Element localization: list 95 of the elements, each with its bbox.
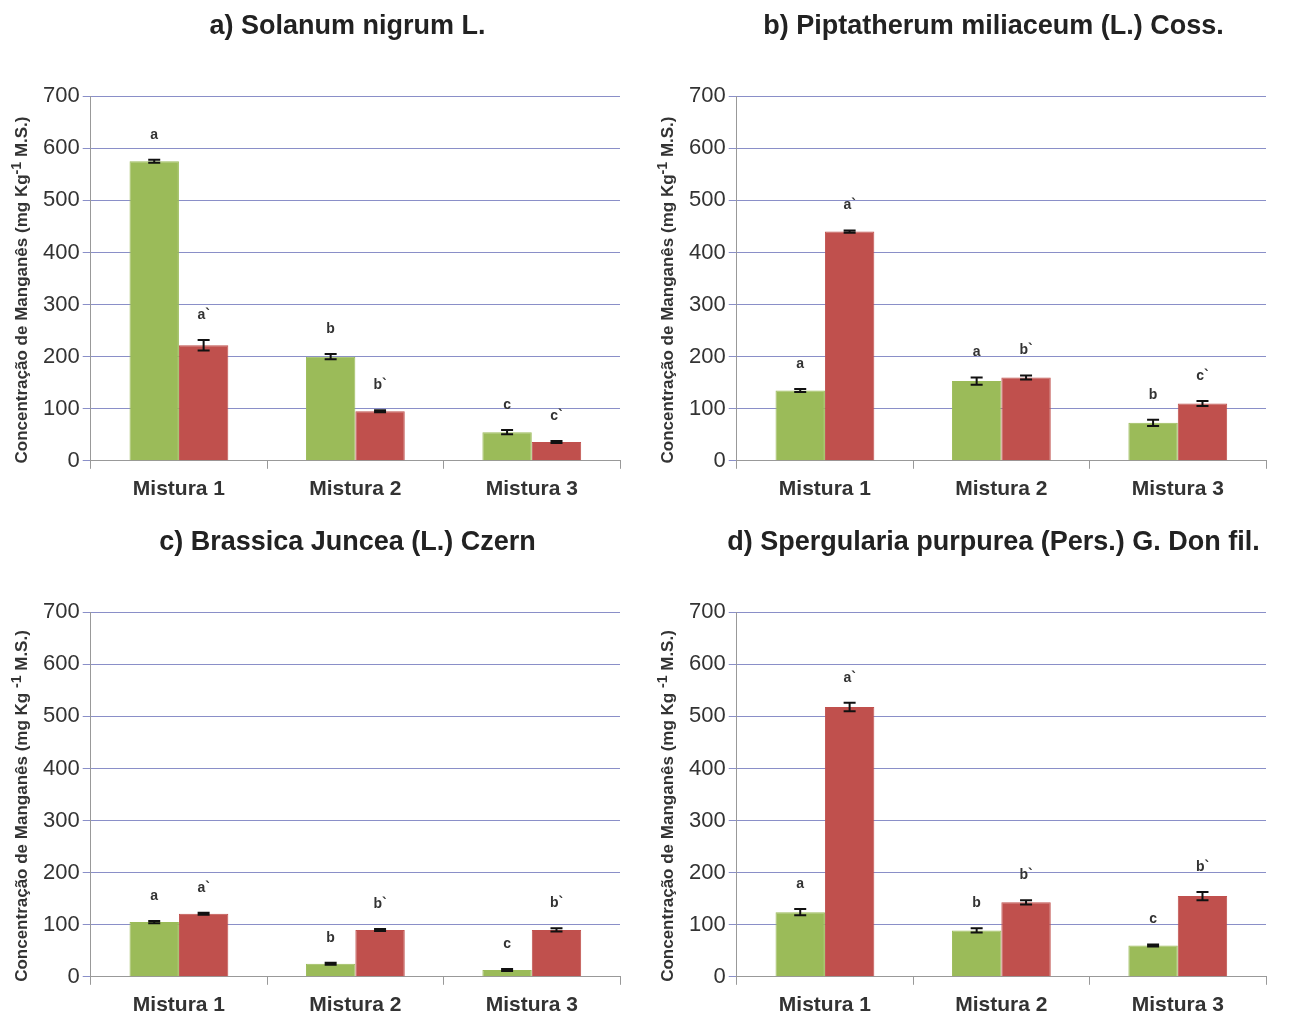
y-tick-label: 100 xyxy=(42,910,80,936)
y-tick-label: 100 xyxy=(688,910,726,936)
bar xyxy=(824,707,875,977)
data-label: b` xyxy=(373,894,387,911)
bar xyxy=(1177,403,1228,461)
y-tick-label: 700 xyxy=(42,598,80,624)
bar xyxy=(129,161,179,461)
data-label: a xyxy=(150,886,159,903)
y-tick-label: 400 xyxy=(42,754,80,780)
data-label: c xyxy=(503,934,512,951)
data-label: c xyxy=(503,395,512,412)
bar xyxy=(178,345,229,461)
y-tick-label: 400 xyxy=(688,754,726,780)
data-label: a` xyxy=(197,878,210,895)
bar xyxy=(305,963,356,977)
y-tick-label: 600 xyxy=(42,650,80,676)
y-tick-label: 0 xyxy=(67,446,80,472)
y-tick-label: 300 xyxy=(42,290,80,316)
bar xyxy=(482,970,532,977)
chart-title: d) Spergularia purpurea (Pers.) G. Don fil. xyxy=(726,525,1261,558)
data-label: b` xyxy=(1019,341,1033,358)
bar xyxy=(129,922,179,977)
bar xyxy=(775,390,825,461)
y-tick-label: 100 xyxy=(42,394,80,420)
y-tick-label: 500 xyxy=(42,702,80,728)
data-label: c xyxy=(1149,910,1158,927)
data-label: b` xyxy=(373,376,387,393)
y-tick-label: 0 xyxy=(713,446,726,472)
data-label: c` xyxy=(550,406,563,423)
bar xyxy=(531,929,582,977)
y-tick-label: 100 xyxy=(688,394,726,420)
y-tick-label: 700 xyxy=(688,82,726,108)
bar xyxy=(824,231,875,461)
data-label: b` xyxy=(1195,857,1210,874)
bar xyxy=(951,381,1002,461)
x-tick-label: Mistura 3 xyxy=(1131,476,1224,500)
data-label: b xyxy=(1148,385,1158,402)
x-tick-label: Mistura 2 xyxy=(955,992,1048,1016)
chart-title: a) Solanum nigrum L. xyxy=(208,9,487,42)
x-tick-label: Mistura 2 xyxy=(955,476,1048,500)
data-label: a xyxy=(972,343,981,360)
y-tick-label: 200 xyxy=(42,858,80,884)
bar xyxy=(482,432,532,461)
bar xyxy=(355,411,405,461)
bar xyxy=(1001,902,1051,977)
data-label: b` xyxy=(549,894,564,911)
y-tick-label: 600 xyxy=(688,134,726,160)
bar xyxy=(1128,422,1178,461)
y-tick-label: 600 xyxy=(688,650,726,676)
y-tick-label: 400 xyxy=(42,238,80,264)
bar xyxy=(1001,377,1051,461)
data-label: a` xyxy=(197,305,210,322)
y-tick-label: 600 xyxy=(42,134,80,160)
y-tick-label: 500 xyxy=(688,186,726,212)
chart-title: c) Brassica Juncea (L.) Czern xyxy=(158,525,537,558)
data-label: a` xyxy=(843,668,856,685)
chart-title: b) Piptatherum miliaceum (L.) Coss. xyxy=(762,9,1225,42)
y-tick-label: 0 xyxy=(67,962,80,988)
bar xyxy=(951,930,1002,977)
x-tick-label: Mistura 2 xyxy=(309,992,402,1016)
data-label: b xyxy=(326,319,335,336)
y-tick-label: 200 xyxy=(42,342,80,368)
data-label: b xyxy=(972,894,981,911)
y-tick-label: 700 xyxy=(688,598,726,624)
data-label: a xyxy=(150,125,159,142)
bar xyxy=(305,356,356,461)
x-tick-label: Mistura 3 xyxy=(485,476,578,500)
y-tick-label: 300 xyxy=(688,290,726,316)
x-tick-label: Mistura 3 xyxy=(1131,992,1224,1016)
data-label: a xyxy=(796,354,805,371)
x-tick-label: Mistura 1 xyxy=(778,476,872,500)
y-tick-label: 500 xyxy=(688,702,726,728)
bar xyxy=(1128,945,1178,977)
y-tick-label: 300 xyxy=(688,806,726,832)
bar xyxy=(355,929,405,977)
y-tick-label: 300 xyxy=(42,806,80,832)
bar xyxy=(531,442,582,461)
bar xyxy=(178,913,229,977)
bar xyxy=(775,912,825,977)
y-tick-label: 200 xyxy=(688,342,726,368)
x-tick-label: Mistura 1 xyxy=(132,476,226,500)
y-tick-label: 500 xyxy=(42,186,80,212)
y-tick-label: 700 xyxy=(42,82,80,108)
y-tick-label: 400 xyxy=(688,238,726,264)
x-tick-label: Mistura 2 xyxy=(309,476,402,500)
x-tick-label: Mistura 3 xyxy=(485,992,578,1016)
data-label: c` xyxy=(1196,366,1209,383)
y-tick-label: 0 xyxy=(713,962,726,988)
x-tick-label: Mistura 1 xyxy=(778,992,872,1016)
data-label: a xyxy=(796,874,805,891)
bar xyxy=(1177,896,1228,977)
y-tick-label: 200 xyxy=(688,858,726,884)
data-label: b xyxy=(326,928,335,945)
data-label: a` xyxy=(843,196,856,213)
x-tick-label: Mistura 1 xyxy=(132,992,226,1016)
